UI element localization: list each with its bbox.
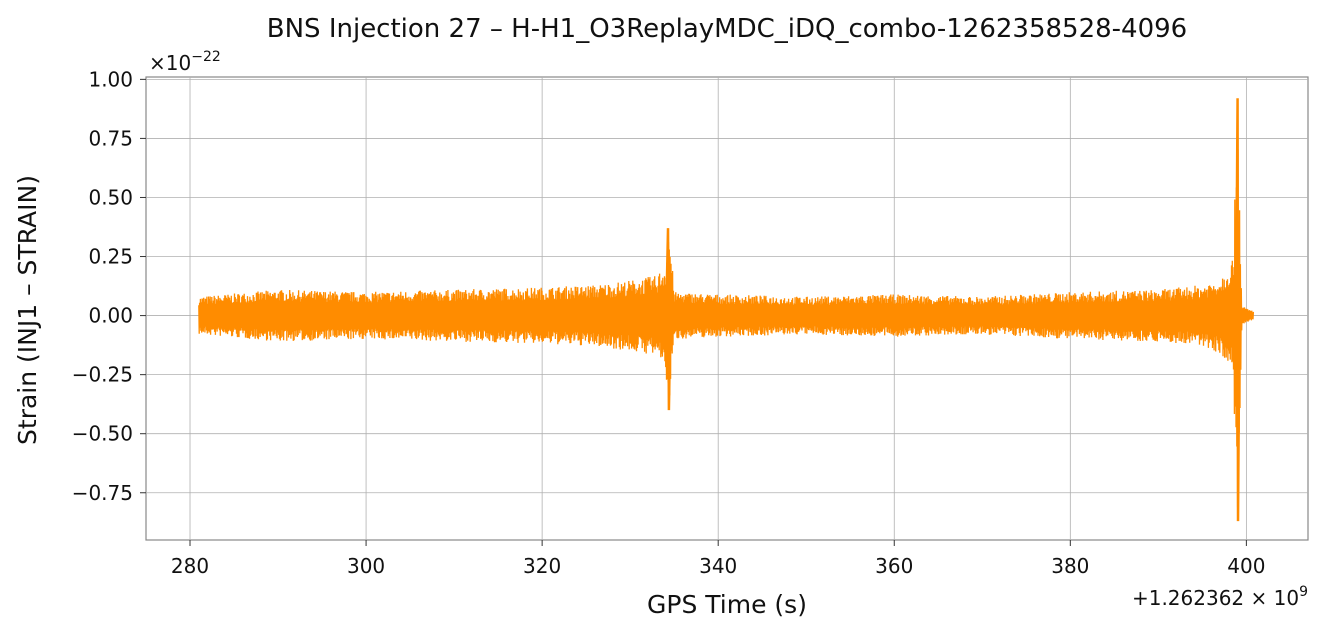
strain-spike bbox=[665, 228, 672, 411]
y-scale-exponent: −22 bbox=[191, 49, 221, 65]
strain-spike bbox=[1235, 98, 1241, 522]
x-tick-label: 320 bbox=[523, 554, 561, 578]
y-tick-label: −0.75 bbox=[72, 481, 133, 505]
x-tick-label: 300 bbox=[347, 554, 385, 578]
y-scale-base: ×10 bbox=[149, 51, 191, 75]
chart-title: BNS Injection 27 – H-H1_O3ReplayMDC_iDQ_… bbox=[267, 14, 1187, 44]
x-tick-label: 360 bbox=[875, 554, 913, 578]
y-tick-label: −0.50 bbox=[72, 422, 133, 446]
x-axis-label: GPS Time (s) bbox=[647, 590, 807, 619]
y-axis-ticks: 1.00 0.75 0.50 0.25 0.00 −0.25 −0.50 −0.75 bbox=[72, 67, 146, 505]
x-tick-label: 380 bbox=[1051, 554, 1089, 578]
y-scale-multiplier: ×10−22 bbox=[149, 49, 221, 75]
grid bbox=[146, 77, 1308, 540]
strain-trace bbox=[198, 149, 1255, 508]
x-offset-exponent: 9 bbox=[1299, 584, 1308, 600]
plot-area: 280 300 320 340 360 380 400 1.00 0.75 0.50 0.25 0.… bbox=[72, 67, 1309, 578]
x-tick-label: 340 bbox=[699, 554, 737, 578]
x-offset-times: × 10 bbox=[1244, 586, 1299, 610]
x-tick-label: 280 bbox=[171, 554, 209, 578]
y-tick-label: 1.00 bbox=[88, 67, 133, 91]
x-offset-value: +1.262362 bbox=[1132, 586, 1244, 610]
y-tick-label: 0.75 bbox=[88, 126, 133, 150]
y-axis-label: Strain (INJ1 – STRAIN) bbox=[13, 175, 42, 445]
x-offset-annotation: +1.262362 × 109 bbox=[1132, 584, 1308, 610]
x-axis-ticks: 280 300 320 340 360 380 400 bbox=[171, 540, 1265, 578]
y-tick-label: −0.25 bbox=[72, 363, 133, 387]
x-tick-label: 400 bbox=[1227, 554, 1265, 578]
y-tick-label: 0.00 bbox=[88, 304, 133, 328]
y-tick-label: 0.50 bbox=[88, 185, 133, 209]
series-strain bbox=[198, 98, 1255, 522]
y-tick-label: 0.25 bbox=[88, 245, 133, 269]
